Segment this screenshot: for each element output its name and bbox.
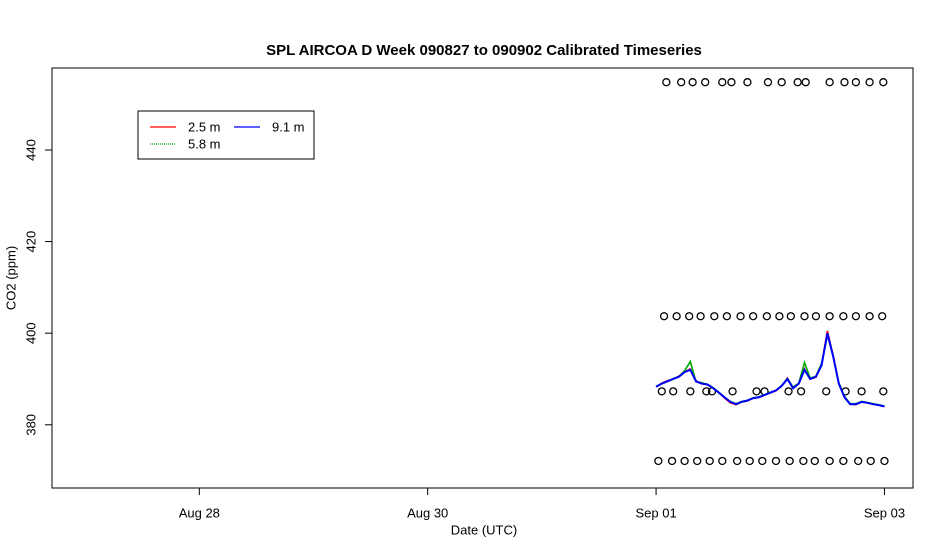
calibration-point <box>727 78 736 87</box>
calibration-point <box>784 387 793 396</box>
calibration-point <box>825 312 834 321</box>
x-axis-label: Date (UTC) <box>451 522 517 537</box>
y-tick-label: 400 <box>23 322 38 344</box>
calibration-point <box>710 312 719 321</box>
calibration-point <box>752 387 761 396</box>
calibration-point <box>801 78 810 87</box>
calibration-point <box>745 456 754 466</box>
x-tick-label: Sep 03 <box>864 505 905 520</box>
calibration-point <box>672 312 681 321</box>
calibration-point <box>657 387 666 396</box>
calibration-point <box>702 387 711 396</box>
calibration-point <box>777 78 786 87</box>
calibration-point <box>654 456 663 466</box>
legend-label: 2.5 m <box>188 119 221 134</box>
calibration-point <box>722 312 732 321</box>
series-line <box>655 332 885 408</box>
y-axis-label: CO2 (ppm) <box>3 246 18 310</box>
calibration-point <box>685 312 694 321</box>
calibration-point <box>718 78 727 87</box>
calibration-point <box>763 78 773 87</box>
calibration-point <box>825 456 834 466</box>
calibration-point <box>688 78 697 87</box>
calibration-point <box>880 456 889 466</box>
calibration-point <box>839 456 848 466</box>
legend-label: 9.1 m <box>272 119 305 134</box>
calibration-point <box>669 387 678 396</box>
calibration-point <box>667 456 677 466</box>
calibration-point <box>810 456 819 466</box>
calibration-point <box>748 312 758 321</box>
calibration-point <box>771 456 781 466</box>
calibration-point <box>659 312 669 321</box>
calibration-point <box>662 78 671 87</box>
calibration-point <box>879 78 888 87</box>
calibration-point <box>865 312 874 321</box>
calibration-point <box>686 387 695 396</box>
calibration-point <box>822 387 831 396</box>
y-tick-label: 440 <box>23 139 38 161</box>
calibration-point <box>728 387 737 396</box>
calibration-point <box>785 456 794 466</box>
calibration-point <box>793 78 802 87</box>
calibration-point <box>680 456 689 466</box>
calibration-point <box>799 456 808 466</box>
legend-label: 5.8 m <box>188 136 221 151</box>
x-tick-label: Aug 30 <box>407 505 448 520</box>
calibration-point <box>800 312 809 321</box>
calibration-point <box>839 312 848 321</box>
calibration-point <box>705 456 714 466</box>
calibration-point <box>775 312 784 321</box>
calibration-point <box>786 312 795 321</box>
calibration-point <box>677 78 686 87</box>
x-tick-label: Sep 01 <box>635 505 676 520</box>
calibration-point <box>696 312 705 321</box>
calibration-point <box>865 78 874 87</box>
calibration-point <box>732 456 742 466</box>
calibration-point <box>854 456 863 466</box>
calibration-point <box>825 78 834 87</box>
calibration-point <box>851 78 861 87</box>
chart-title: SPL AIRCOA D Week 090827 to 090902 Calib… <box>266 42 702 59</box>
calibration-point <box>851 312 861 321</box>
x-tick-label: Aug 28 <box>179 505 220 520</box>
calibration-point <box>758 456 767 466</box>
calibration-point <box>840 78 849 87</box>
calibration-point <box>878 312 887 321</box>
calibration-point <box>736 312 745 321</box>
calibration-point <box>879 387 888 396</box>
calibration-point <box>866 456 875 466</box>
calibration-point <box>743 78 752 87</box>
calibration-point <box>796 387 806 396</box>
calibration-point <box>811 312 821 321</box>
calibration-point <box>718 456 727 466</box>
legend-box <box>137 110 315 160</box>
calibration-point <box>857 387 866 396</box>
y-tick-label: 380 <box>23 414 38 436</box>
calibration-point <box>693 456 702 466</box>
calibration-point <box>701 78 710 87</box>
y-tick-label: 420 <box>23 231 38 253</box>
calibration-point <box>762 312 771 321</box>
